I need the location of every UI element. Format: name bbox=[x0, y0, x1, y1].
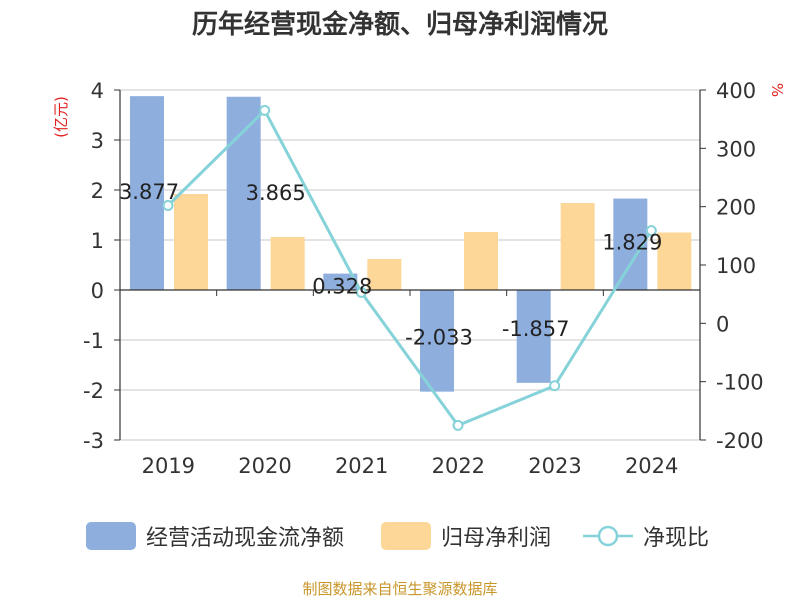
legend-item-ratio[interactable]: 净现比 bbox=[583, 516, 709, 556]
bar-cashflow bbox=[323, 273, 358, 290]
legend-label-profit: 归母净利润 bbox=[441, 526, 552, 551]
left-tick-label: -1 bbox=[83, 329, 104, 353]
left-tick-label: 4 bbox=[91, 79, 104, 103]
left-tick-label: 2 bbox=[91, 179, 104, 203]
data-label-cashflow: 1.829 bbox=[602, 231, 662, 255]
x-tick-label: 2022 bbox=[432, 454, 485, 478]
legend-item-cashflow[interactable]: 经营活动现金流净额 bbox=[86, 516, 344, 556]
right-tick-label: -200 bbox=[716, 429, 764, 453]
left-axis-unit: (亿元) bbox=[52, 96, 70, 138]
left-tick-label: 0 bbox=[91, 279, 104, 303]
legend-label-cashflow: 经营活动现金流净额 bbox=[146, 526, 345, 551]
ratio-point bbox=[162, 200, 174, 211]
right-tick-label: 300 bbox=[716, 137, 756, 161]
x-tick-label: 2023 bbox=[528, 454, 581, 478]
source-note: 制图数据来自恒生聚源数据库 bbox=[302, 580, 498, 598]
bar-cashflow bbox=[516, 290, 551, 383]
bar-cashflow bbox=[226, 96, 261, 290]
data-label-cashflow: -2.033 bbox=[405, 326, 473, 350]
bar-profit bbox=[560, 203, 595, 290]
data-label-cashflow: -1.857 bbox=[502, 317, 570, 341]
x-tick-label: 2019 bbox=[142, 454, 195, 478]
bar-profit bbox=[270, 237, 305, 290]
legend-swatch-ratio bbox=[583, 522, 633, 550]
x-tick-label: 2024 bbox=[625, 454, 678, 478]
legend-swatch-cashflow bbox=[86, 522, 136, 550]
right-tick-label: 400 bbox=[716, 79, 756, 103]
legend: 经营活动现金流净额 归母净利润 净现比 bbox=[0, 516, 800, 556]
data-label-cashflow: 3.865 bbox=[246, 181, 306, 205]
bar-profit bbox=[464, 232, 498, 290]
left-tick-label: 3 bbox=[91, 129, 104, 153]
x-tick-label: 2021 bbox=[335, 454, 388, 478]
right-axis-unit: % bbox=[768, 83, 786, 97]
ratio-line bbox=[166, 107, 653, 428]
left-tick-label: 1 bbox=[91, 229, 104, 253]
bar-profit bbox=[367, 259, 402, 290]
right-tick-label: 100 bbox=[716, 254, 756, 278]
legend-swatch-profit bbox=[381, 522, 431, 550]
legend-label-ratio: 净现比 bbox=[643, 526, 710, 551]
bar-profit bbox=[174, 194, 208, 290]
right-tick-label: -100 bbox=[716, 371, 764, 395]
right-tick-label: 200 bbox=[716, 196, 756, 220]
bar-cashflow bbox=[420, 290, 454, 392]
ratio-point bbox=[549, 380, 561, 392]
ratio-point bbox=[452, 419, 464, 431]
ratio-point bbox=[355, 286, 367, 298]
chart-title: 历年经营现金净额、归母净利润情况 bbox=[192, 9, 608, 40]
left-tick-label: -2 bbox=[83, 379, 104, 403]
right-tick-label: 0 bbox=[716, 312, 729, 336]
left-tick-label: -3 bbox=[83, 429, 104, 453]
x-tick-label: 2020 bbox=[238, 454, 291, 478]
bar-profit bbox=[657, 232, 692, 290]
data-label-cashflow: 0.328 bbox=[312, 275, 372, 299]
data-label-cashflow: 3.877 bbox=[119, 180, 179, 204]
bar-cashflow bbox=[130, 96, 164, 291]
ratio-point bbox=[259, 104, 271, 116]
ratio-point bbox=[645, 225, 657, 237]
legend-item-profit[interactable]: 归母净利润 bbox=[381, 516, 551, 556]
